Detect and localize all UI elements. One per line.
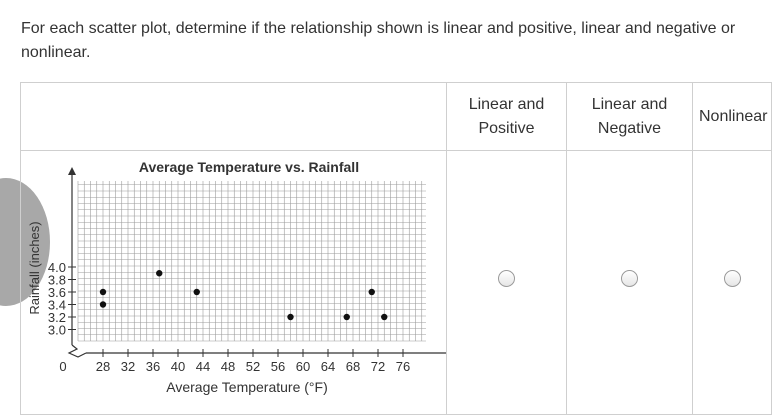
column-header-line2: Positive — [478, 119, 535, 137]
radio-linear-negative[interactable] — [621, 270, 638, 287]
data-point — [99, 288, 107, 296]
x-tick-label: 36 — [146, 359, 160, 374]
question-prompt: For each scatter plot, determine if the … — [21, 20, 736, 61]
chart-title: Average Temperature vs. Rainfall — [139, 159, 359, 175]
plot-ticks: 3.03.23.43.63.84.0 0 28 32 36 40 44 48 52 56 60 64 6… — [48, 260, 410, 374]
y-tick-label: 3.2 — [48, 310, 66, 325]
data-point — [193, 288, 200, 296]
x-tick-label: 44 — [196, 359, 210, 374]
column-header-nonlinear: Nonlinear — [692, 82, 772, 151]
option-cell-linear-negative — [566, 150, 693, 415]
x-tick-label: 52 — [246, 359, 260, 374]
scatter-plot-cell: 3.0 3.2 3.4 3.6 3.8 4.0 0 28 32 36 40 44 48 52 56 60 64 6… — [20, 150, 457, 415]
y-axis-arrow — [68, 167, 76, 175]
y-tick-label: 3.0 — [48, 323, 66, 338]
data-point — [99, 301, 107, 308]
plot-points — [99, 270, 388, 321]
column-header-line2: Negative — [597, 119, 662, 137]
x-tick-label: 76 — [396, 359, 410, 374]
x-tick-label: 56 — [271, 359, 285, 374]
data-point — [343, 313, 350, 321]
column-header-line1: Nonlinear — [699, 107, 768, 125]
y-tick-label: 3.4 — [48, 298, 66, 313]
grid-row: 3.0 3.2 3.4 3.6 3.8 4.0 0 28 32 36 40 44 48 52 56 60 64 6… — [20, 150, 772, 415]
axis-break-zigzag — [67, 344, 87, 358]
grid-header-row: Linear and Positive Linear and Negative … — [20, 82, 772, 151]
data-point — [381, 313, 388, 321]
x-tick-label: 32 — [121, 359, 135, 374]
y-tick-label: 4.0 — [48, 260, 66, 275]
grid-header-blank — [20, 82, 447, 151]
answer-grid: Linear and Positive Linear and Negative … — [20, 82, 772, 415]
x-tick-label: 28 — [96, 359, 110, 374]
y-axis-label: Rainfall (inches) — [27, 221, 42, 314]
x-tick-label: 48 — [221, 359, 235, 374]
x-tick-label: 0 — [59, 359, 66, 374]
column-header-line1: Linear and — [468, 95, 545, 113]
y-tick-label: 3.6 — [48, 285, 66, 300]
x-tick-label: 64 — [321, 359, 335, 374]
y-tick-label: 3.8 — [48, 273, 66, 288]
x-tick-label: 68 — [346, 359, 360, 374]
option-cell-linear-positive — [446, 150, 567, 415]
x-tick-label: 40 — [171, 359, 185, 374]
x-tick-label: 60 — [296, 359, 310, 374]
column-header-linear-negative: Linear and Negative — [566, 82, 693, 151]
data-point — [368, 288, 375, 296]
column-header-linear-positive: Linear and Positive — [446, 82, 567, 151]
scatter-plot: 3.03.23.43.63.84.0 0 28 32 36 40 44 48 52 56 60 64 6… — [27, 159, 457, 395]
column-header-line1: Linear and — [591, 95, 668, 113]
plot-grid — [77, 181, 426, 342]
radio-linear-positive[interactable] — [498, 270, 515, 287]
option-cell-nonlinear — [692, 150, 772, 415]
x-axis-label: Average Temperature (°F) — [166, 379, 328, 395]
data-point — [287, 313, 294, 321]
data-point — [156, 270, 163, 277]
radio-nonlinear[interactable] — [723, 270, 741, 287]
x-tick-label: 72 — [371, 359, 385, 374]
